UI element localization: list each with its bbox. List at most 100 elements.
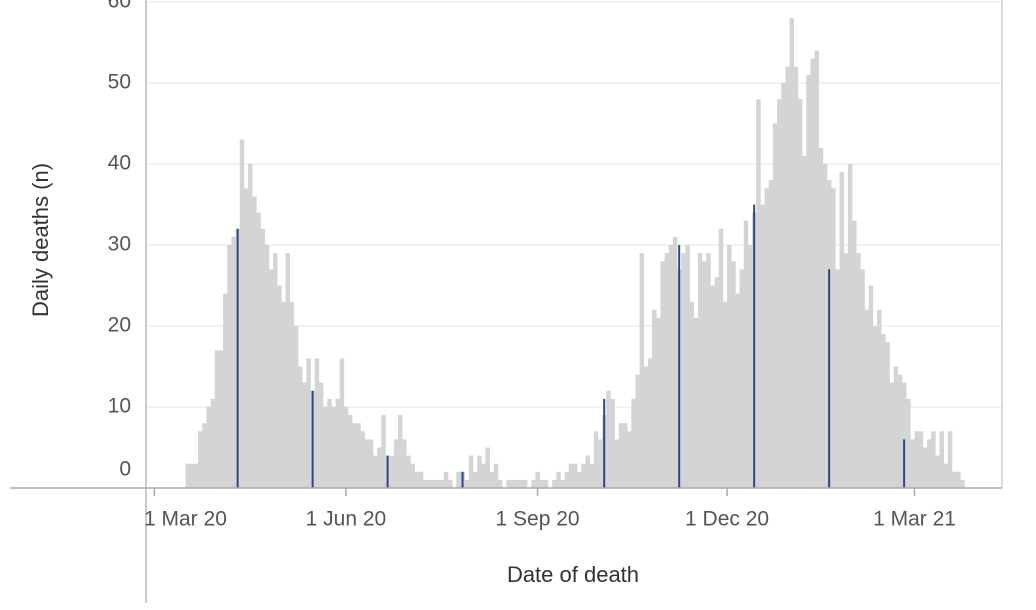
bar (264, 245, 270, 488)
bar (910, 439, 915, 488)
bar (556, 471, 561, 488)
bar (660, 261, 665, 488)
bar (485, 447, 490, 488)
bar (327, 398, 332, 488)
bar (885, 342, 890, 488)
bar (797, 99, 803, 488)
bar (622, 423, 628, 488)
bar (893, 366, 899, 488)
bar (506, 479, 511, 488)
bar (423, 479, 428, 488)
bar (348, 415, 353, 488)
bar (218, 350, 224, 488)
x-tick-label: 1 Mar 21 (873, 508, 956, 531)
bars (185, 18, 965, 489)
bar (772, 123, 778, 488)
bar (768, 180, 774, 488)
bar (481, 463, 486, 488)
bar (318, 382, 324, 488)
bar (518, 479, 524, 488)
bar (856, 253, 861, 488)
bar (789, 18, 795, 488)
bar (881, 334, 886, 488)
bar (702, 261, 707, 488)
bar (831, 188, 836, 489)
bar (952, 471, 957, 488)
bar (393, 439, 399, 488)
bar (572, 463, 578, 488)
bar (868, 285, 874, 488)
bar (314, 358, 320, 488)
bar (806, 74, 811, 489)
bar (714, 277, 720, 488)
bar (727, 245, 732, 488)
bar (510, 479, 515, 488)
bar (210, 398, 216, 488)
bar (497, 479, 503, 488)
y-tick-label: 60 (108, 0, 131, 13)
bar (214, 350, 220, 488)
bar (323, 407, 328, 488)
bar (248, 164, 253, 488)
bar (697, 253, 703, 488)
bar (522, 479, 528, 488)
y-tick-label: 10 (108, 395, 131, 418)
bar (597, 439, 603, 488)
bar (743, 220, 749, 488)
bar (935, 455, 940, 488)
bar (285, 253, 291, 488)
bar (398, 415, 403, 488)
bar (381, 415, 386, 488)
bar (243, 188, 249, 489)
bar (956, 471, 961, 488)
bar (614, 439, 620, 488)
bar (747, 245, 753, 488)
bar (302, 382, 307, 488)
x-tick-label: 1 Dec 20 (685, 508, 769, 531)
bar (352, 423, 357, 488)
bar (618, 423, 624, 488)
bar (960, 479, 965, 488)
bar (793, 66, 799, 489)
bar (585, 455, 590, 488)
bar (735, 293, 740, 488)
bar (802, 155, 807, 488)
bar (418, 471, 424, 488)
bar (668, 245, 674, 488)
bar (431, 479, 436, 488)
bar (681, 253, 686, 488)
bar (564, 471, 570, 488)
bar (914, 431, 919, 488)
bar (656, 317, 661, 488)
bar (781, 83, 786, 488)
x-tick-label: 1 Jun 20 (306, 508, 387, 531)
bar (298, 366, 303, 488)
bar (256, 212, 261, 488)
bar (489, 471, 495, 488)
bar (402, 439, 407, 488)
bar (652, 309, 657, 488)
bar (206, 407, 211, 488)
bar (718, 228, 724, 489)
bar (252, 196, 257, 488)
bar (289, 301, 295, 488)
y-tick-label: 30 (108, 233, 131, 256)
bar (906, 398, 911, 488)
bar (818, 147, 824, 489)
bar (927, 439, 932, 488)
bar (664, 253, 670, 488)
bar (293, 326, 299, 488)
bar (368, 439, 374, 488)
bar (943, 463, 949, 488)
bar (693, 317, 699, 488)
bar (514, 479, 520, 488)
bar (810, 58, 815, 488)
bar (835, 269, 840, 488)
bar (223, 293, 228, 488)
bar (843, 253, 849, 488)
bar (260, 228, 266, 489)
bar (356, 423, 361, 488)
bar (706, 253, 711, 488)
bar (785, 66, 790, 489)
bar (852, 220, 857, 488)
